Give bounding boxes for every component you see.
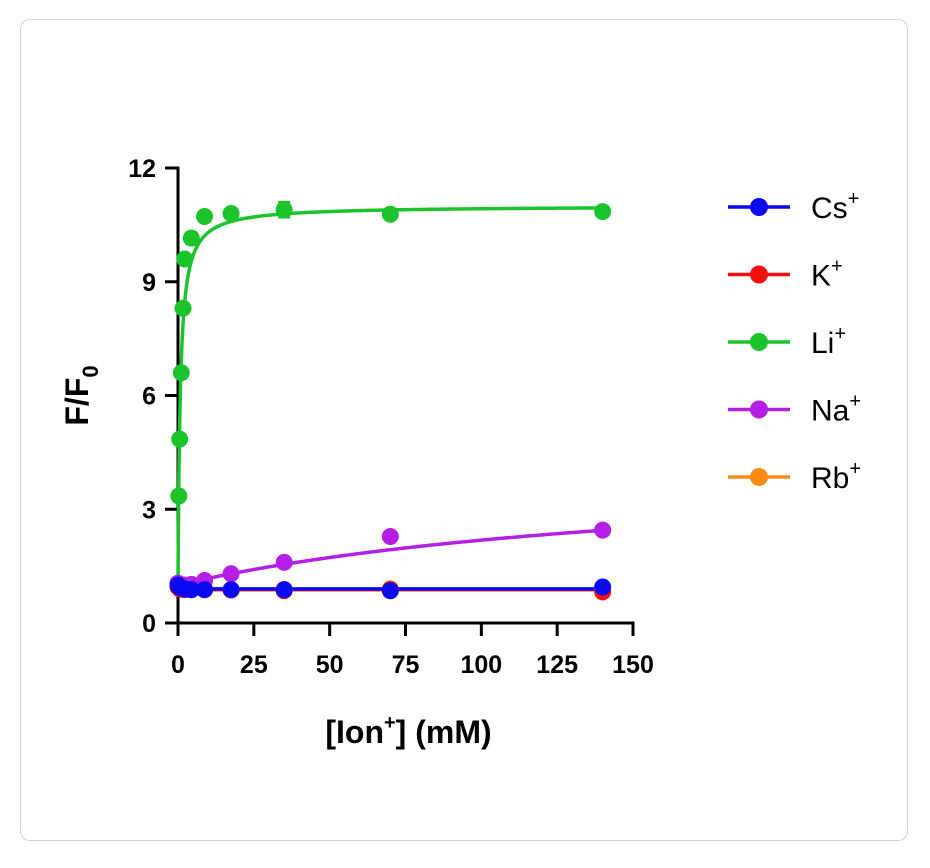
data-point-cs xyxy=(196,581,214,599)
data-point-li xyxy=(170,487,188,505)
legend-label-base: Na xyxy=(811,395,850,428)
chart-card xyxy=(20,19,908,841)
x-tick-label: 125 xyxy=(536,651,578,679)
data-point-li xyxy=(222,205,240,222)
legend-item-k: K+ xyxy=(728,256,843,293)
x-tick-label: 100 xyxy=(460,651,502,679)
legend-item-cs: Cs+ xyxy=(728,188,859,225)
legend-label: Na+ xyxy=(811,391,861,428)
legend-label-base: Rb xyxy=(811,462,849,495)
legend-label-sup: + xyxy=(849,391,861,413)
x-tick-label: 75 xyxy=(392,651,420,679)
legend-marker xyxy=(750,198,768,216)
data-point-cs xyxy=(275,581,293,599)
x-tick-label: 25 xyxy=(240,651,268,679)
data-point-na xyxy=(381,528,399,546)
legend-label-sup: + xyxy=(849,458,861,480)
y-tick-label: 9 xyxy=(142,269,156,297)
legend-label: Li+ xyxy=(811,323,846,360)
data-point-li xyxy=(275,201,293,219)
data-point-cs xyxy=(381,582,399,600)
x-tick-label: 50 xyxy=(316,651,344,679)
data-point-li xyxy=(174,299,192,317)
y-tick-label: 0 xyxy=(142,610,156,638)
data-points xyxy=(169,200,612,601)
data-point-li xyxy=(171,430,189,448)
y-axis-title-main: F/F xyxy=(59,378,95,426)
data-point-na xyxy=(594,521,612,539)
x-axis-title-sup: + xyxy=(384,712,396,734)
data-point-li xyxy=(381,205,399,223)
data-point-li xyxy=(176,250,194,268)
y-axis-title: F/F0 xyxy=(59,365,103,425)
data-point-cs xyxy=(594,578,612,596)
x-tick-label: 150 xyxy=(612,651,654,679)
x-axis-title-rest: ] (mM) xyxy=(396,714,492,750)
legend-label-base: Cs xyxy=(811,192,848,225)
x-tick-label: 0 xyxy=(171,651,185,679)
data-point-cs xyxy=(182,581,200,599)
legend-marker xyxy=(750,265,768,284)
data-point-li xyxy=(196,208,214,226)
legend-label: K+ xyxy=(811,256,843,293)
legend-label-base: Li xyxy=(811,327,834,360)
legend-label-sup: + xyxy=(831,256,843,278)
data-point-na xyxy=(222,565,240,583)
data-point-li xyxy=(172,364,190,382)
series-li xyxy=(170,200,612,505)
series-cs xyxy=(169,576,612,600)
legend-label: Rb+ xyxy=(811,458,861,495)
x-axis-title-main: [Ion xyxy=(325,714,384,750)
x-axis-title: [Ion+] (mM) xyxy=(325,712,491,750)
y-tick-label: 12 xyxy=(128,155,156,183)
legend-label-sup: + xyxy=(848,188,860,210)
legend-item-rb: Rb+ xyxy=(728,458,861,495)
legend-marker xyxy=(750,333,768,351)
data-point-cs xyxy=(222,581,240,599)
legend-item-na: Na+ xyxy=(728,391,861,428)
legend-label-sup: + xyxy=(834,323,846,345)
legend-item-li: Li+ xyxy=(728,323,846,360)
legend-label-base: K xyxy=(811,260,831,293)
y-tick-label: 6 xyxy=(142,383,156,411)
data-point-li xyxy=(182,229,200,247)
y-tick-label: 3 xyxy=(142,496,156,524)
legend-label: Cs+ xyxy=(811,188,859,225)
data-point-na xyxy=(275,553,293,571)
data-point-li xyxy=(594,203,612,221)
y-axis-title-sub: 0 xyxy=(78,365,103,377)
legend-marker xyxy=(750,468,768,486)
legend-marker xyxy=(750,400,768,419)
legend: Cs+K+Li+Na+Rb+ xyxy=(728,188,861,495)
